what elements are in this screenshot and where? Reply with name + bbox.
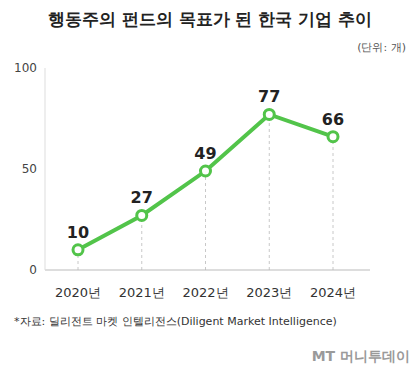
svg-text:2020년: 2020년: [55, 285, 101, 300]
svg-text:50: 50: [22, 162, 37, 176]
svg-text:2022년: 2022년: [182, 285, 228, 300]
html-text:*자료: 딜리전트 마켓 인텔리전스(Diligent Ma: *자료: 딜리전트 마켓 인텔리전스(Diligent Market Intel…: [14, 315, 337, 328]
svg-text:2021년: 2021년: [119, 285, 165, 300]
svg-text:10: 10: [67, 223, 89, 242]
html-text:(단위: 개): (단위: 개): [357, 41, 406, 54]
svg-text:100: 100: [14, 61, 37, 75]
svg-text:27: 27: [131, 188, 153, 207]
html-text:행동주의 펀드의 목표가 된 한국 기업 추이: 행동주의 펀드의 목표가 된 한국 기업 추이: [47, 9, 373, 29]
svg-text:2023년: 2023년: [246, 285, 292, 300]
svg-text:2024년: 2024년: [310, 285, 356, 300]
svg-text:77: 77: [258, 87, 280, 106]
svg-text:66: 66: [322, 110, 344, 129]
svg-text:49: 49: [194, 144, 216, 163]
html-text:MT 머니투데이: MT 머니투데이: [311, 348, 410, 364]
svg-text:0: 0: [29, 263, 37, 277]
